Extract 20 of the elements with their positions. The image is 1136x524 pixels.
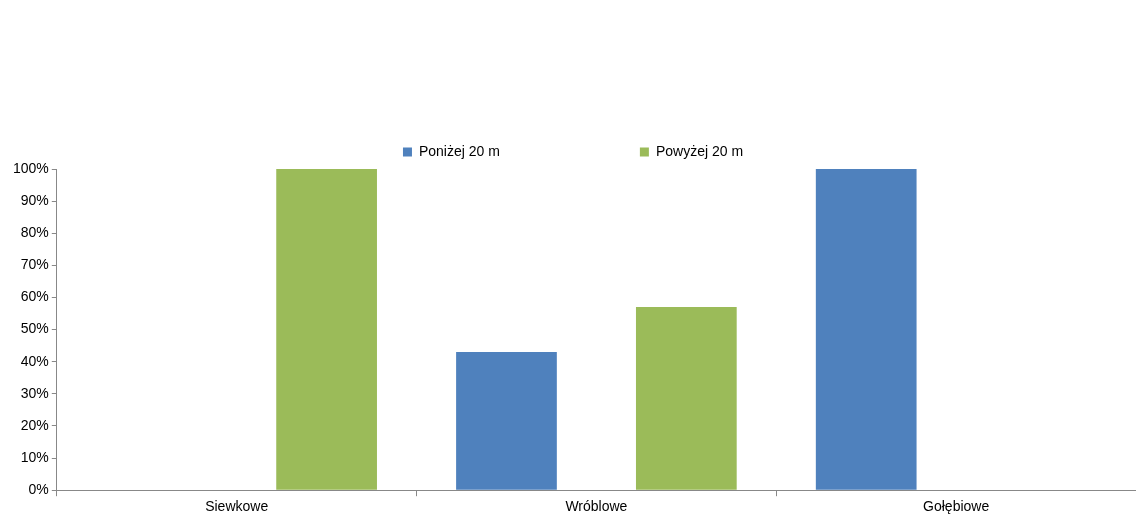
y-tick-label: 60% — [20, 288, 49, 305]
y-tick-label: 30% — [20, 384, 49, 401]
x-tick-label: Siewkowe — [205, 498, 269, 515]
bar — [276, 169, 377, 490]
bar — [635, 307, 737, 490]
bar — [815, 169, 917, 490]
legend-label: Powyżej 20 m — [655, 142, 744, 159]
y-tick-label: 40% — [20, 352, 49, 369]
y-tick-label: 70% — [20, 256, 49, 273]
bar — [456, 352, 557, 490]
x-tick-label: Gołębiowe — [923, 498, 990, 515]
y-tick-label: 100% — [12, 159, 49, 176]
y-tick-label: 80% — [20, 224, 49, 241]
y-tick-label: 50% — [20, 320, 49, 337]
y-tick-label: 10% — [20, 448, 49, 465]
y-tick-label: 0% — [28, 481, 49, 498]
legend-label: Poniżej 20 m — [418, 142, 500, 159]
x-tick-label: Wróblowe — [565, 498, 628, 515]
y-tick-label: 20% — [20, 416, 49, 433]
y-tick-label: 90% — [20, 191, 49, 208]
